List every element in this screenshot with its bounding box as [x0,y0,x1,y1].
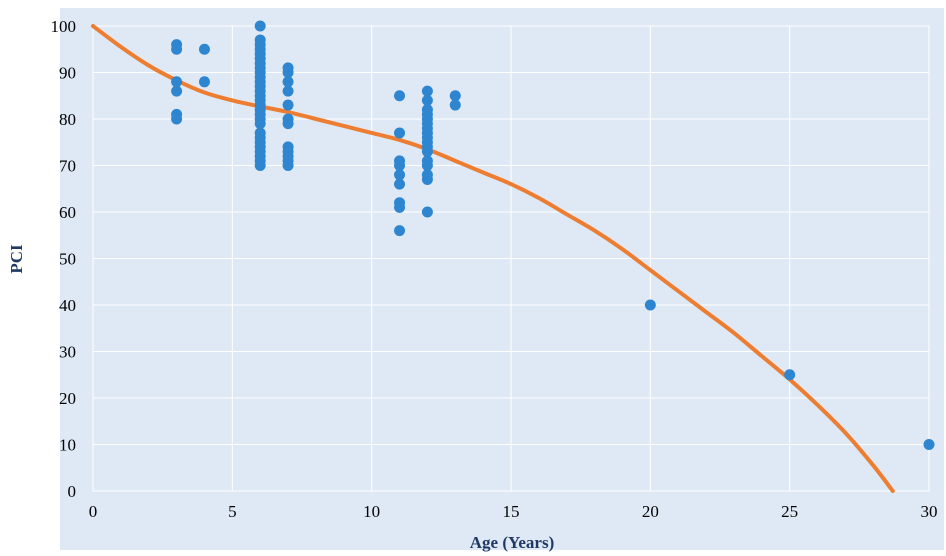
data-points [171,20,935,450]
y-tick-label: 50 [59,250,76,269]
data-point [421,94,433,106]
plot-area [60,8,944,550]
data-point [198,43,210,55]
y-tick-label: 0 [68,482,77,501]
y-tick-label: 100 [51,17,77,36]
data-point [394,160,406,171]
data-point [282,85,294,97]
data-point [254,20,266,32]
data-point [394,178,406,190]
y-tick-label: 20 [59,389,76,408]
data-point [784,369,796,381]
data-point [282,99,294,111]
data-point [171,76,183,88]
data-point [449,90,461,102]
y-tick-label: 10 [59,436,76,455]
data-point [394,201,406,213]
data-point [421,146,433,158]
y-tick-label: 80 [59,110,76,129]
x-tick-label: 20 [642,502,659,521]
y-tick-label: 40 [59,296,76,315]
x-axis-ticks: 0 5 10 15 20 25 30 [89,502,938,521]
data-point [421,85,433,97]
x-tick-label: 10 [363,502,380,521]
data-point [254,118,266,130]
data-point [394,90,406,102]
y-tick-label: 70 [59,157,76,176]
data-point [171,43,183,55]
data-point [282,118,294,130]
gridlines [92,25,930,492]
data-point [421,206,433,218]
y-axis-title: PCI [7,244,26,274]
data-point [171,113,183,125]
data-point [449,99,461,111]
data-point [394,127,406,139]
data-point [421,160,433,171]
data-point [394,225,406,237]
trendline [91,24,895,493]
data-point [923,439,935,450]
y-tick-label: 60 [59,203,76,222]
y-tick-label: 90 [59,64,76,83]
data-point [421,173,433,185]
x-tick-label: 5 [228,502,237,521]
x-tick-label: 0 [89,502,98,521]
x-tick-label: 30 [921,502,938,521]
x-axis-title: Age (Years) [470,533,555,552]
data-point [171,85,183,97]
data-point [644,299,656,311]
y-axis-ticks: 0 10 20 30 40 50 60 70 80 90 100 [51,17,77,501]
y-tick-label: 30 [59,343,76,362]
data-point [282,67,294,78]
data-point [198,76,210,88]
x-tick-label: 15 [503,502,520,521]
x-tick-label: 25 [781,502,798,521]
data-point [282,76,294,88]
data-point [394,169,406,181]
data-point [282,160,294,171]
data-point [254,160,266,171]
